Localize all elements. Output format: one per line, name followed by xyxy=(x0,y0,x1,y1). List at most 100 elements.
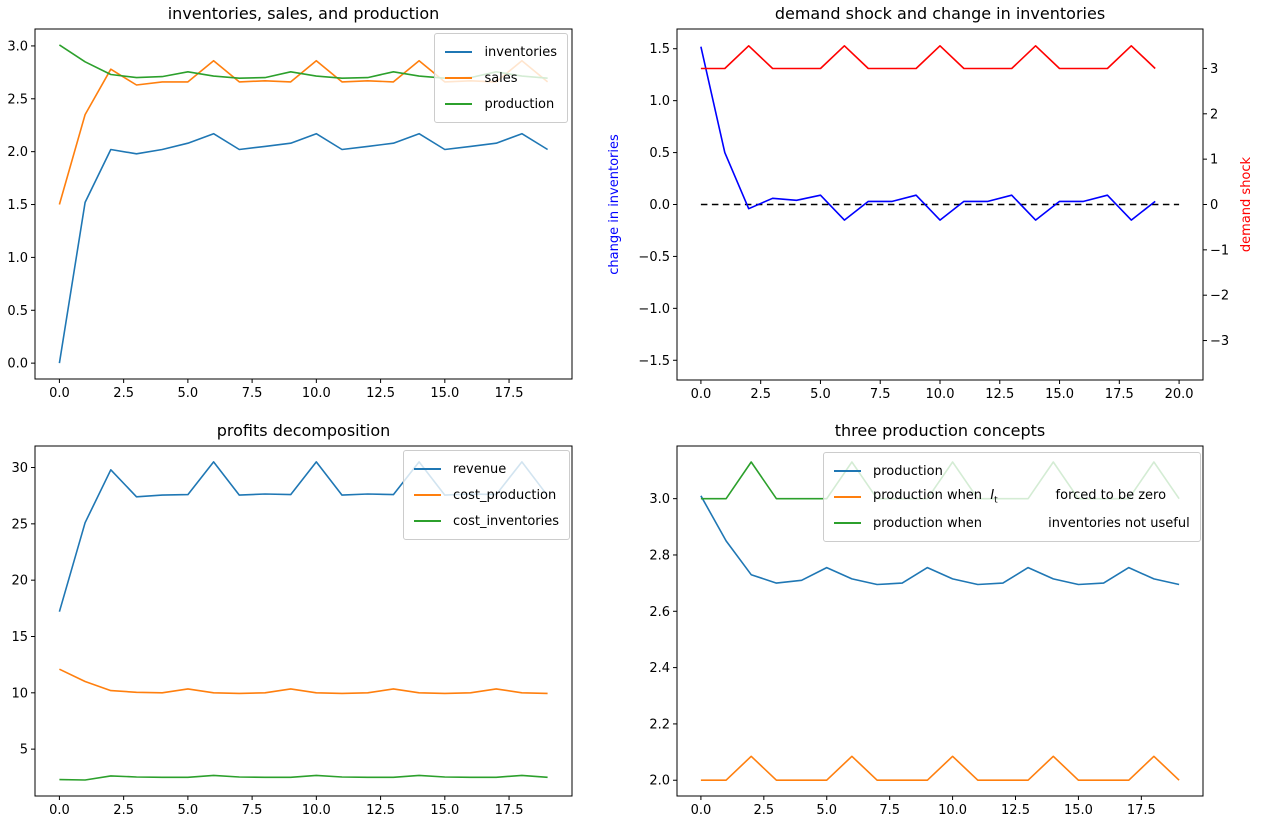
y-tick-label: −1.0 xyxy=(638,302,670,317)
x-tick-label: 0.0 xyxy=(691,387,712,402)
y-right-tick-label: −3 xyxy=(1210,334,1229,349)
legend: inventories sales production xyxy=(434,33,568,123)
plot-area-three-production-concepts: 0.0 2.5 5.0 7.5 10.0 12.5 15.0 17.5 2.0 2.2 2.4 2.6… xyxy=(649,445,1204,818)
y-tick-label: 0.5 xyxy=(7,304,28,319)
legend-line-swatch xyxy=(413,520,441,522)
x-tick-label: 12.5 xyxy=(366,803,395,818)
x-tick-label: 0.0 xyxy=(49,803,70,818)
axes-frame xyxy=(34,445,573,797)
legend-label: production when inventories not useful xyxy=(873,515,1190,531)
legend-label: revenue xyxy=(452,461,507,477)
y-right-tick-label: 3 xyxy=(1210,62,1218,77)
series-line-change-in-inventories xyxy=(700,46,1156,221)
x-tick-label: 20.0 xyxy=(1165,387,1194,402)
x-tick-label: 17.5 xyxy=(495,803,524,818)
y-tick-label: 1.5 xyxy=(649,42,670,57)
subplot-profits-decomposition: 0.0 2.5 5.0 7.5 10.0 12.5 15.0 17.5 5 10 15 20 25 30 … xyxy=(0,417,632,834)
x-tick-label: 2.5 xyxy=(750,387,771,402)
series-line-inventories xyxy=(58,132,549,364)
y-right-tick-label: −1 xyxy=(1210,243,1229,258)
x-tick-label: 2.5 xyxy=(753,803,774,818)
plot-area-demand-shock: 0.0 2.5 5.0 7.5 10.0 12.5 15.0 17.5 20.0−1.5−1.0… xyxy=(638,28,1229,402)
legend: production production when It forced to b… xyxy=(823,452,1201,542)
x-tick-label: 7.5 xyxy=(879,803,900,818)
legend-line-swatch xyxy=(834,522,861,524)
y-tick-label: 2.8 xyxy=(649,548,670,563)
series-line-cost-production xyxy=(59,668,548,695)
x-tick-label: 17.5 xyxy=(495,386,524,401)
x-tick-label: 12.5 xyxy=(366,386,395,401)
y-tick-label: 2.2 xyxy=(649,717,670,732)
series-line-cost-inventories xyxy=(59,774,548,781)
legend-item: production when It forced to be zero xyxy=(834,484,1190,510)
series-line-production xyxy=(700,495,1180,586)
y-right-tick-label: 0 xyxy=(1210,198,1218,213)
x-tick-label: 5.0 xyxy=(178,386,199,401)
x-tick-label: 7.5 xyxy=(242,386,263,401)
y-tick-label: 1.0 xyxy=(7,251,28,266)
axes-frame xyxy=(676,445,1204,797)
y-right-tick-label: 2 xyxy=(1210,107,1218,122)
series-line-demand-shock xyxy=(700,44,1156,70)
y-tick-label: 0.0 xyxy=(649,198,670,213)
y-right-tick-label: 1 xyxy=(1210,153,1218,168)
x-tick-label: 2.5 xyxy=(113,386,134,401)
y-right-tick-label: −2 xyxy=(1210,289,1229,304)
x-tick-label: 7.5 xyxy=(242,803,263,818)
legend-label: inventories xyxy=(484,44,557,60)
legend-label: production xyxy=(484,96,555,112)
legend-line-swatch xyxy=(445,51,473,53)
x-tick-label: 10.0 xyxy=(938,803,967,818)
y-tick-label: 2.0 xyxy=(7,145,28,160)
legend-label: cost_inventories xyxy=(452,513,559,529)
y-tick-label: 10 xyxy=(11,686,28,701)
y-tick-label: 0.0 xyxy=(7,357,28,372)
y-tick-label: 1.5 xyxy=(7,198,28,213)
series-line-production-when-i-t-forced-to-be-zero xyxy=(700,755,1180,782)
legend-item: revenue xyxy=(413,456,559,482)
y-tick-label: 3.0 xyxy=(649,492,670,507)
y-tick-label: 2.4 xyxy=(649,661,670,676)
legend-line-swatch xyxy=(413,468,441,470)
legend-item: sales xyxy=(445,65,557,91)
x-tick-label: 7.5 xyxy=(870,387,891,402)
y-tick-label: 1.0 xyxy=(649,94,670,109)
y-tick-label: 5 xyxy=(20,743,28,758)
x-tick-label: 10.0 xyxy=(302,803,331,818)
y-tick-label: 2.6 xyxy=(649,605,670,620)
chart-title: inventories, sales, and production xyxy=(167,4,440,23)
y-tick-label: 25 xyxy=(11,517,28,532)
legend-label: cost_production xyxy=(452,487,557,503)
chart-title: profits decomposition xyxy=(216,421,391,440)
axes-frame xyxy=(34,28,573,380)
x-tick-label: 0.0 xyxy=(49,386,70,401)
legend-line-swatch xyxy=(445,77,473,79)
legend-label: sales xyxy=(484,70,518,86)
y-tick-label: 2.5 xyxy=(7,92,28,107)
legend-item: production when inventories not useful xyxy=(834,510,1190,536)
x-tick-label: 5.0 xyxy=(810,387,831,402)
x-tick-label: 17.5 xyxy=(1105,387,1134,402)
y-tick-label: −0.5 xyxy=(638,250,670,265)
x-tick-label: 5.0 xyxy=(816,803,837,818)
legend-item: production xyxy=(445,91,557,117)
axes-frame xyxy=(676,28,1204,381)
y-tick-label: 3.0 xyxy=(7,39,28,54)
y-tick-label: 15 xyxy=(11,630,28,645)
legend-line-swatch xyxy=(834,470,861,472)
x-tick-label: 15.0 xyxy=(430,386,459,401)
x-tick-label: 2.5 xyxy=(113,803,134,818)
subplot-demand-shock-change-in-inventories: 0.0 2.5 5.0 7.5 10.0 12.5 15.0 17.5 20.0 −1.5 −1.0… xyxy=(607,0,1264,417)
x-tick-label: 10.0 xyxy=(926,387,955,402)
legend-label: production when It forced to be zero xyxy=(873,488,1167,506)
y-axis-label-right: demand shock xyxy=(1239,156,1254,253)
legend-label: production xyxy=(873,463,943,479)
y-axis-label-left: change in inventories xyxy=(607,134,622,275)
x-tick-label: 12.5 xyxy=(1001,803,1030,818)
chart-title: demand shock and change in inventories xyxy=(774,4,1106,23)
legend-line-swatch xyxy=(445,103,473,105)
x-tick-label: 15.0 xyxy=(1045,387,1074,402)
legend-item: production xyxy=(834,458,1190,484)
legend-item: inventories xyxy=(445,39,557,65)
